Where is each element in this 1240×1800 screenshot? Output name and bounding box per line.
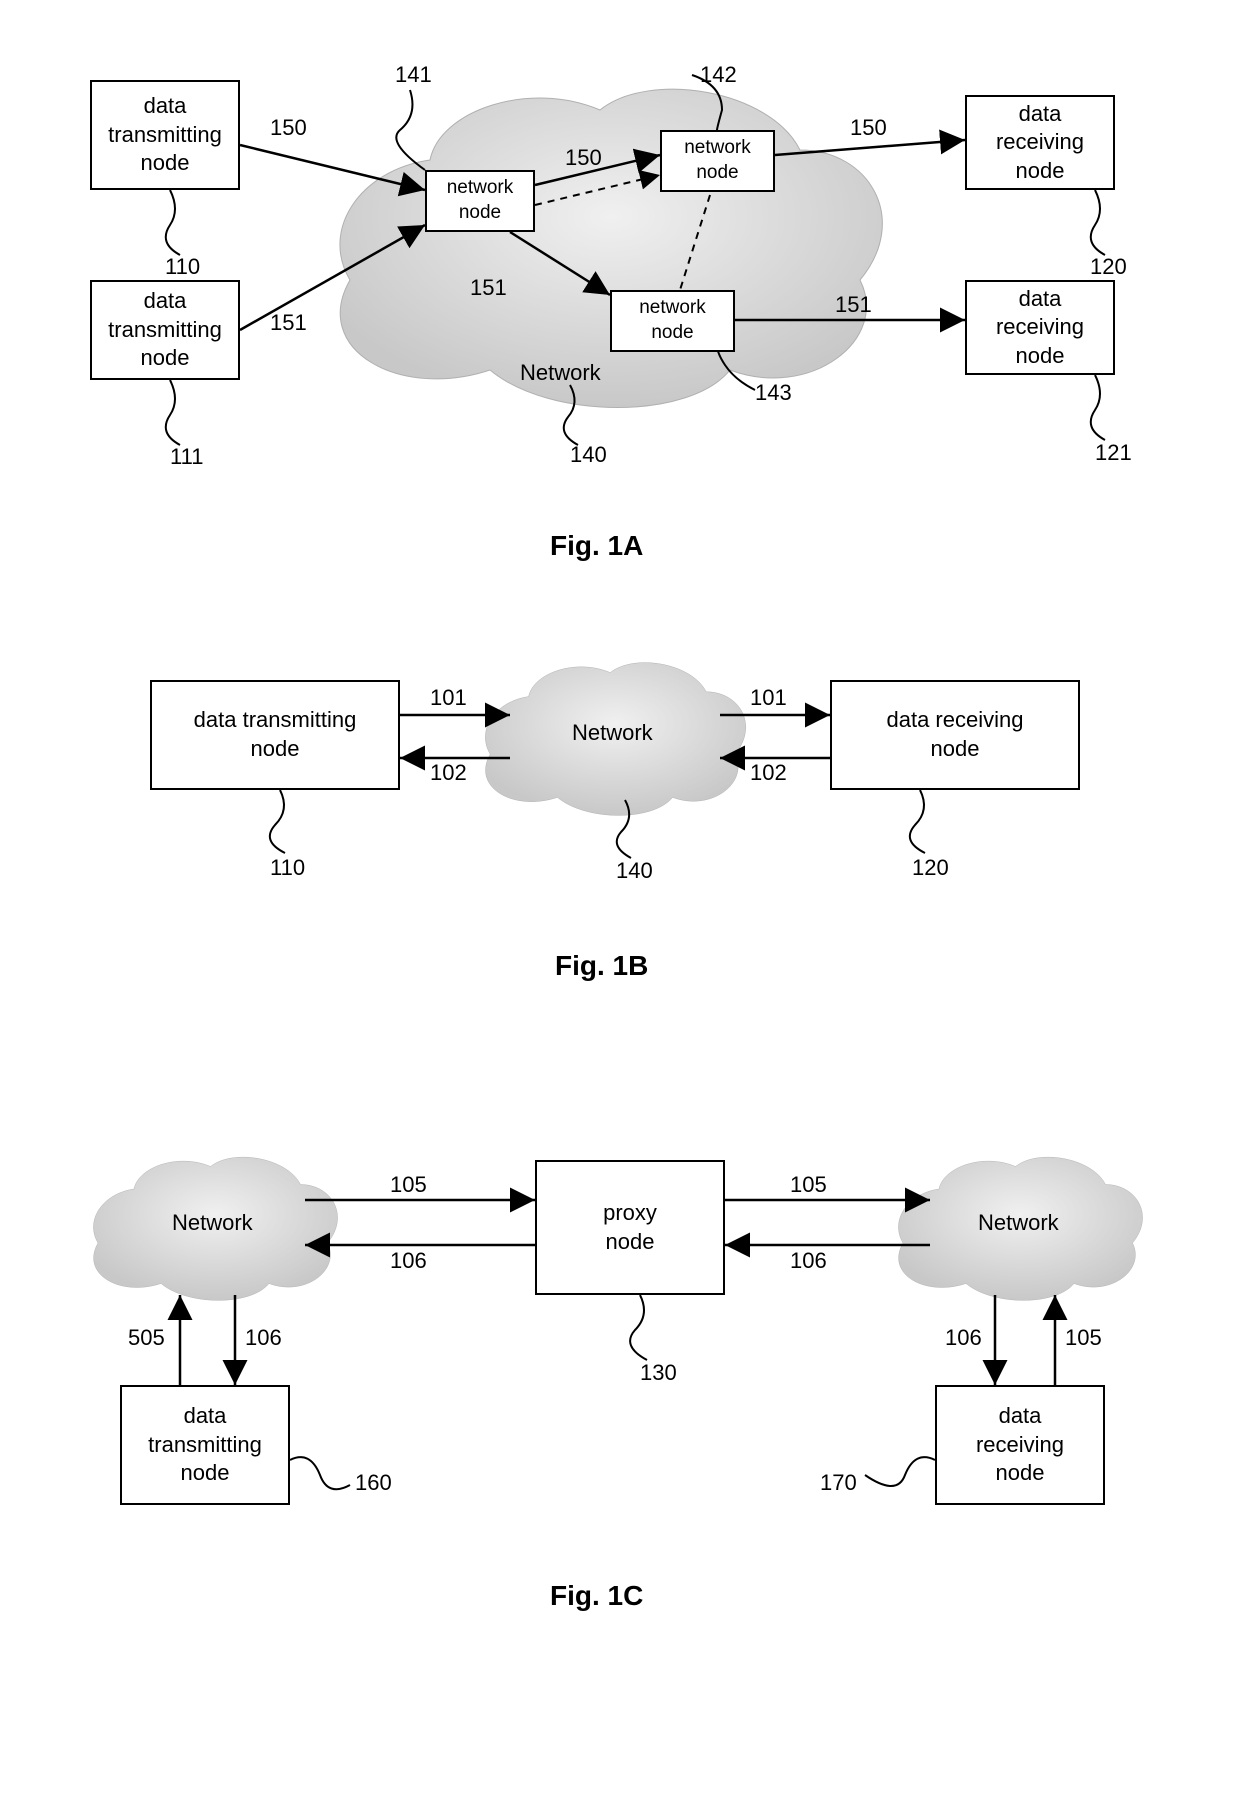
lbl-142: 142 (700, 62, 737, 88)
lbl-c-105c: 105 (1065, 1325, 1102, 1351)
lbl-120: 120 (1090, 254, 1127, 280)
lbl-c-106a: 106 (390, 1248, 427, 1274)
tx-node-c: data transmitting node (120, 1385, 290, 1505)
lbl-b-101a: 101 (430, 685, 467, 711)
lbl-c-105b: 105 (790, 1172, 827, 1198)
lbl-150c: 150 (850, 115, 887, 141)
lbl-141: 141 (395, 62, 432, 88)
rx-node-c: data receiving node (935, 1385, 1105, 1505)
network-node-141-label: network node (447, 176, 514, 225)
figure-1a: data transmitting node data transmitting… (0, 0, 1240, 560)
network-node-143: network node (610, 290, 735, 352)
network-text: Network (520, 360, 601, 386)
figC-caption: Fig. 1C (550, 1580, 643, 1612)
tx-node-b: data transmitting node (150, 680, 400, 790)
lbl-c-505: 505 (128, 1325, 165, 1351)
lbl-151b: 151 (470, 275, 507, 301)
lbl-143: 143 (755, 380, 792, 406)
tx-node-b-label: data transmitting node (194, 706, 357, 763)
proxy-node: proxy node (535, 1160, 725, 1295)
network-node-142-label: network node (684, 136, 751, 185)
lbl-c-170: 170 (820, 1470, 857, 1496)
rx-node-121: data receiving node (965, 280, 1115, 375)
figB-caption: Fig. 1B (555, 950, 648, 982)
lbl-b-110: 110 (270, 855, 305, 881)
network-node-143-label: network node (639, 296, 706, 345)
lbl-111: 111 (170, 444, 203, 470)
rx-node-b-label: data receiving node (887, 706, 1024, 763)
lbl-b-120: 120 (912, 855, 949, 881)
lbl-b-101b: 101 (750, 685, 787, 711)
lbl-b-102a: 102 (430, 760, 467, 786)
network-text-cL: Network (172, 1210, 253, 1236)
lbl-c-106c: 106 (245, 1325, 282, 1351)
tx-node-111-label: data transmitting node (108, 287, 222, 373)
figure-1c: proxy node data transmitting node data r… (0, 1080, 1240, 1680)
lbl-c-160: 160 (355, 1470, 392, 1496)
network-node-142: network node (660, 130, 775, 192)
lbl-b-140: 140 (616, 858, 653, 884)
network-text-cR: Network (978, 1210, 1059, 1236)
proxy-node-label: proxy node (603, 1199, 657, 1256)
tx-node-111: data transmitting node (90, 280, 240, 380)
figA-caption: Fig. 1A (550, 530, 643, 562)
lbl-151c: 151 (835, 292, 872, 318)
network-node-141: network node (425, 170, 535, 232)
lbl-150b: 150 (565, 145, 602, 171)
figure-1b: data transmitting node data receiving no… (0, 620, 1240, 1000)
fig-b-svg (0, 620, 1240, 1000)
lbl-110: 110 (165, 254, 200, 280)
lbl-140: 140 (570, 442, 607, 468)
lbl-150a: 150 (270, 115, 307, 141)
network-text-b: Network (572, 720, 653, 746)
lbl-121: 121 (1095, 440, 1132, 466)
rx-node-121-label: data receiving node (996, 285, 1084, 371)
tx-node-110-label: data transmitting node (108, 92, 222, 178)
lbl-b-102b: 102 (750, 760, 787, 786)
rx-node-c-label: data receiving node (976, 1402, 1064, 1488)
rx-node-b: data receiving node (830, 680, 1080, 790)
lbl-c-106d: 106 (945, 1325, 982, 1351)
lbl-151a: 151 (270, 310, 307, 336)
tx-node-110: data transmitting node (90, 80, 240, 190)
lbl-c-106b: 106 (790, 1248, 827, 1274)
page: data transmitting node data transmitting… (0, 0, 1240, 1800)
rx-node-120-label: data receiving node (996, 100, 1084, 186)
rx-node-120: data receiving node (965, 95, 1115, 190)
tx-node-c-label: data transmitting node (148, 1402, 262, 1488)
lbl-c-105a: 105 (390, 1172, 427, 1198)
lbl-c-130: 130 (640, 1360, 677, 1386)
